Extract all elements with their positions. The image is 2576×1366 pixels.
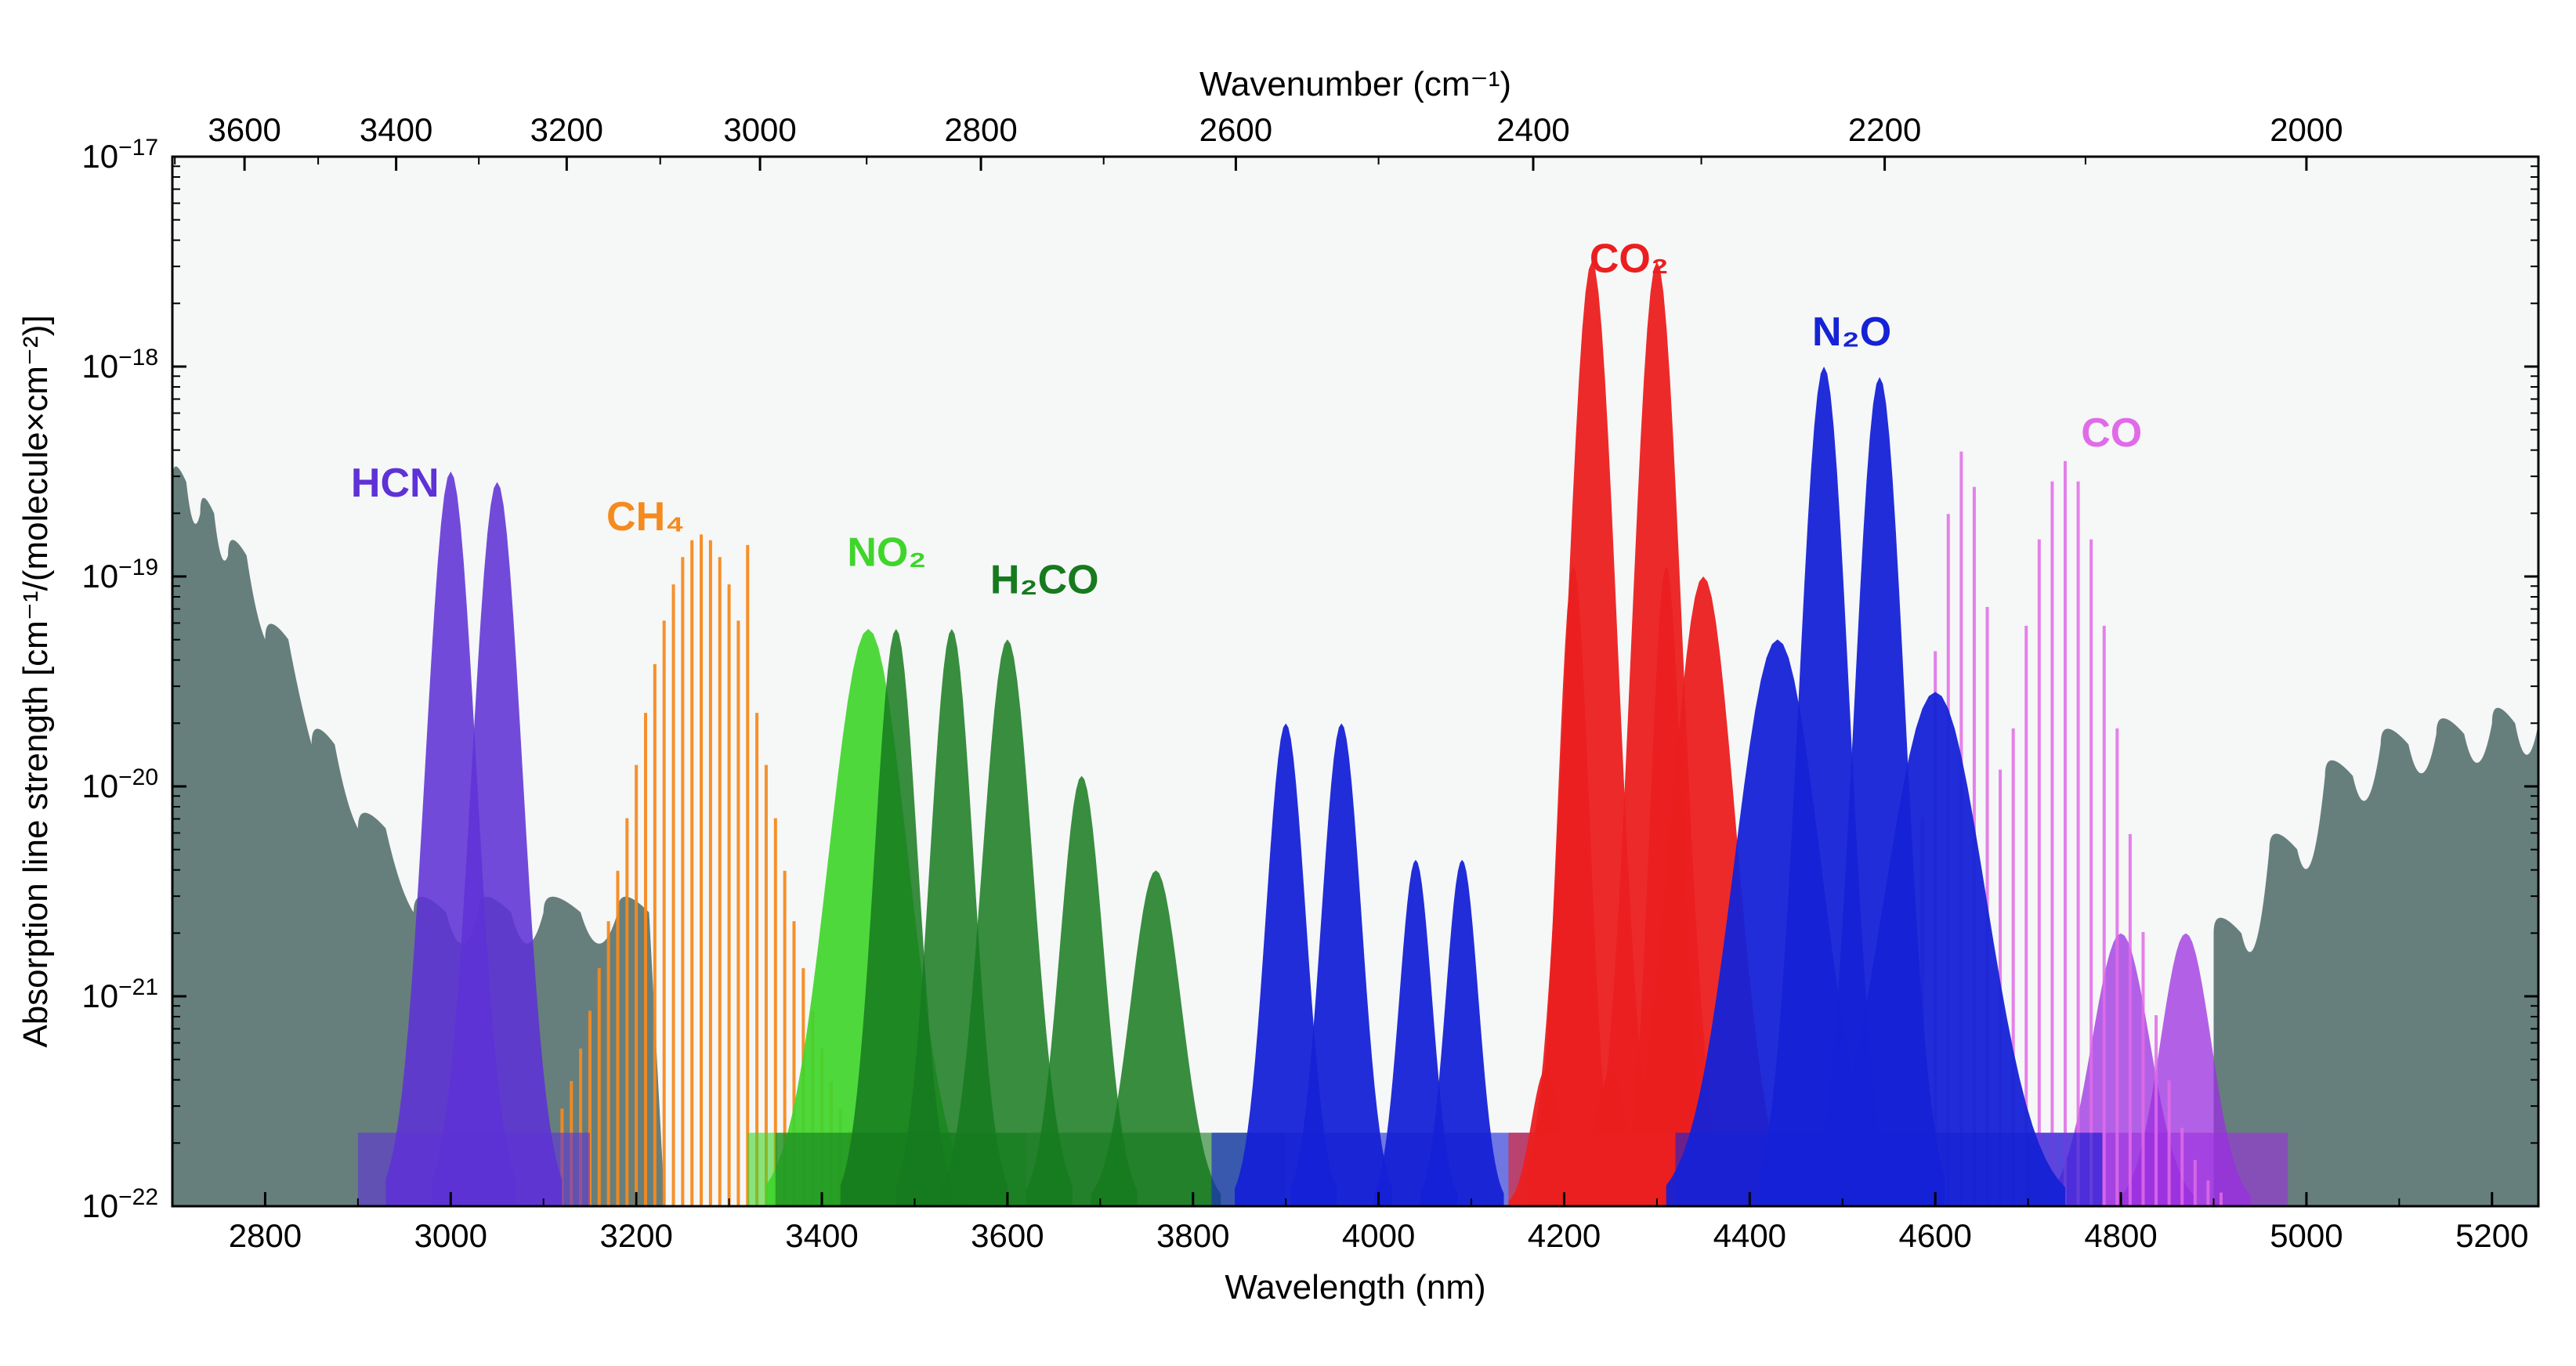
xtick-top-3200: 3200 <box>530 111 603 148</box>
xtick-top-2400: 2400 <box>1496 111 1569 148</box>
x-top-axis-label: Wavenumber (cm⁻¹) <box>1199 65 1511 103</box>
xtick-bottom-2800: 2800 <box>229 1217 302 1254</box>
xtick-bottom-4200: 4200 <box>1528 1217 1601 1254</box>
label-n2o: N₂O <box>1812 309 1891 355</box>
xtick-top-3000: 3000 <box>723 111 796 148</box>
xtick-bottom-4000: 4000 <box>1342 1217 1415 1254</box>
x-bottom-axis-label: Wavelength (nm) <box>1225 1268 1485 1306</box>
xtick-bottom-5200: 5200 <box>2455 1217 2528 1254</box>
xtick-top-2800: 2800 <box>944 111 1017 148</box>
label-hcn: HCN <box>351 461 440 506</box>
ytick--18: 10−18 <box>81 345 158 385</box>
xtick-bottom-5000: 5000 <box>2270 1217 2343 1254</box>
ytick--17: 10−17 <box>81 135 158 175</box>
series-n2o_mid-base <box>1211 1133 1536 1206</box>
label-co: CO <box>2081 410 2142 456</box>
xtick-bottom-3800: 3800 <box>1156 1217 1229 1254</box>
xtick-bottom-4800: 4800 <box>2084 1217 2157 1254</box>
xtick-top-2200: 2200 <box>1848 111 1921 148</box>
xtick-top-2600: 2600 <box>1199 111 1272 148</box>
series-h2co-base <box>776 1133 1286 1206</box>
absorption-spectrum-figure: HCN CH₄ NO₂ H₂CO CO₂ N₂O CO 2800 3000 3200 3400 360… <box>0 0 2576 1366</box>
series-n2o-base <box>1676 1133 2103 1206</box>
xtick-bottom-3600: 3600 <box>971 1217 1044 1254</box>
xtick-bottom-3400: 3400 <box>785 1217 858 1254</box>
label-no2: NO₂ <box>847 530 926 576</box>
label-ch4: CH₄ <box>606 494 685 540</box>
xtick-top-3400: 3400 <box>360 111 432 148</box>
xtick-bottom-4400: 4400 <box>1713 1217 1786 1254</box>
y-axis-label: Absorption line strength [cm⁻¹/(molecule… <box>16 315 55 1047</box>
label-h2co: H₂CO <box>990 557 1099 602</box>
series-hcn-base <box>358 1133 590 1206</box>
xtick-top-2000: 2000 <box>2270 111 2343 148</box>
xtick-top-3600: 3600 <box>208 111 280 148</box>
chart-svg: HCN CH₄ NO₂ H₂CO CO₂ N₂O CO 2800 3000 3200 3400 360… <box>0 0 2576 1366</box>
ytick--19: 10−19 <box>81 555 158 595</box>
ytick--21: 10−21 <box>81 974 158 1015</box>
ytick--20: 10−20 <box>81 764 158 805</box>
label-co2: CO₂ <box>1590 236 1669 281</box>
ytick--22: 10−22 <box>81 1184 158 1225</box>
xtick-bottom-4600: 4600 <box>1898 1217 1971 1254</box>
xtick-bottom-3000: 3000 <box>414 1217 487 1254</box>
xtick-bottom-3200: 3200 <box>599 1217 672 1254</box>
